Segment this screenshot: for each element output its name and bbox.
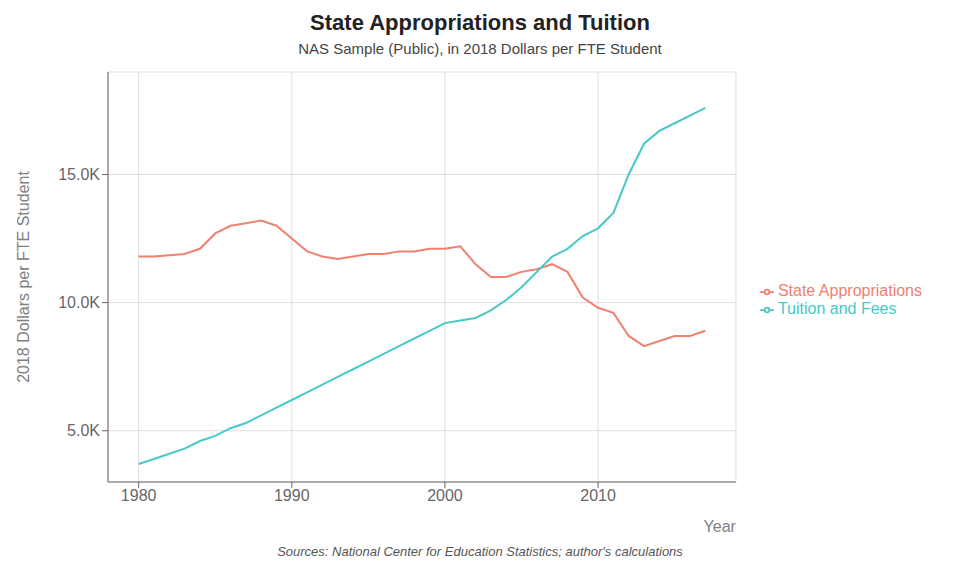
html-text:NAS Sample (Public), in 2018 D: NAS Sample (Public), in 2018 Dollars per… (298, 40, 662, 57)
svg-text:1980: 1980 (121, 487, 157, 504)
html-text:State Appropriations and Tuiti: State Appropriations and Tuition (310, 10, 650, 35)
html-text:State Appropriations: State Appropriations (777, 282, 922, 299)
svg-text:2000: 2000 (427, 487, 463, 504)
svg-text:1990: 1990 (274, 487, 310, 504)
svg-text:15.0K: 15.0K (58, 166, 100, 183)
svg-text:5.0K: 5.0K (67, 422, 100, 439)
svg-text:2010: 2010 (580, 487, 616, 504)
html-text:Tuition and Fees: Tuition and Fees (777, 300, 897, 317)
svg-text:2018 Dollars per FTE Student: 2018 Dollars per FTE Student (15, 171, 32, 383)
svg-text:10.0K: 10.0K (58, 294, 100, 311)
html-text:Sources: National Center for E: Sources: National Center for Education S… (277, 544, 683, 559)
svg-text:Year: Year (704, 518, 737, 535)
